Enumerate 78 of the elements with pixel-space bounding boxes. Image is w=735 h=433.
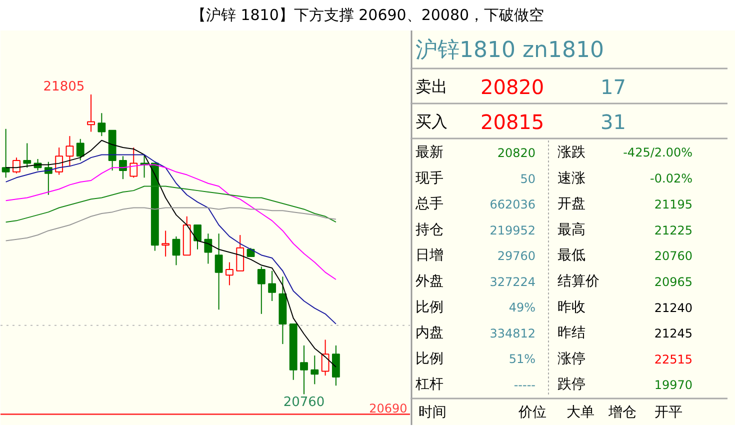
candlestick [194, 224, 202, 250]
candlestick [87, 94, 95, 132]
candlestick [2, 128, 10, 178]
text: 增仓 [608, 404, 636, 420]
text: -0.02% [650, 171, 692, 186]
candlestick [321, 339, 330, 376]
text: 比例 [416, 350, 444, 367]
text: 比例 [416, 299, 444, 316]
text: 沪锌1810 zn1810 [416, 38, 604, 63]
text: 327224 [490, 275, 536, 289]
text: 内盘 [416, 325, 444, 342]
text: 大单 [566, 404, 594, 420]
text: 29760 [497, 249, 536, 264]
text: 21240 [654, 300, 693, 315]
text: 20760 [654, 249, 693, 264]
text: 开平 [654, 404, 682, 420]
candlestick [257, 266, 266, 314]
text: -425/2.00% [623, 146, 693, 160]
text: 49% [508, 300, 536, 314]
text: 20965 [654, 275, 693, 289]
text: 最高 [558, 222, 586, 238]
candlestick [204, 233, 212, 264]
text: 31 [600, 110, 626, 134]
text: 涨停 [558, 350, 586, 367]
text: 结算价 [558, 274, 600, 290]
text: 价位 [518, 404, 546, 420]
text: 22515 [654, 352, 693, 366]
text: 20820 [480, 75, 544, 99]
text: 开盘 [558, 196, 586, 212]
text: 219952 [490, 223, 536, 238]
candlestick [119, 156, 127, 180]
text: 20760 [283, 395, 325, 410]
ref-line-label: 20690 [369, 401, 408, 416]
text: 最新 [416, 144, 444, 160]
text: 21225 [654, 223, 693, 238]
text: 50 [520, 172, 536, 186]
text: 19970 [654, 378, 693, 392]
candlestick [12, 157, 20, 174]
text: 21195 [654, 198, 693, 212]
text: 20820 [497, 146, 536, 160]
text: 时间 [418, 404, 446, 420]
text: 662036 [490, 198, 536, 212]
text: 20815 [480, 110, 544, 134]
candlestick [130, 147, 138, 178]
text: 昨结 [558, 325, 586, 342]
candlestick [76, 138, 84, 161]
candlestick [66, 136, 74, 167]
text: 17 [600, 75, 626, 99]
candlestick [300, 344, 308, 395]
candlestick [98, 112, 106, 137]
text: 卖出 [416, 77, 448, 96]
text: 持仓 [416, 222, 444, 238]
text: 21245 [654, 326, 693, 341]
text: 334812 [490, 326, 536, 341]
text: 21805 [43, 79, 85, 94]
candlestick [214, 233, 223, 310]
text: 买入 [416, 112, 448, 131]
text: 最低 [558, 248, 586, 264]
text: 杠杆 [414, 376, 444, 393]
candlestick [332, 344, 340, 386]
candlestick [236, 234, 244, 272]
candlestick [268, 270, 276, 302]
candlestick [162, 230, 170, 258]
candlestick [23, 142, 32, 168]
text: 总手 [414, 196, 444, 212]
text: 外盘 [416, 274, 444, 290]
text: 跌停 [558, 376, 586, 393]
candlestick [172, 236, 180, 266]
text: 速涨 [558, 170, 586, 186]
text: 昨收 [558, 299, 586, 316]
candlestick [226, 262, 234, 286]
text: 现手 [416, 170, 444, 186]
text: 涨跌 [558, 144, 586, 160]
text: ----- [514, 378, 536, 392]
chart-title: 【沪锌 1810】下方支撑 20690、20080，下破做空 [190, 5, 544, 26]
text: 日增 [416, 248, 444, 264]
candlestick [310, 355, 319, 385]
text: 51% [508, 352, 536, 366]
